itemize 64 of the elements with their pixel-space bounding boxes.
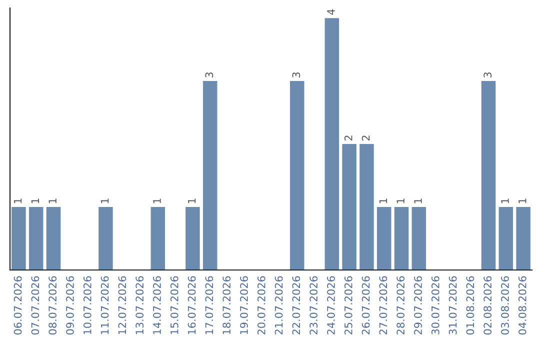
data-label: 3 xyxy=(205,72,214,78)
x-tick-label: 29.07.2026 xyxy=(414,276,422,334)
x-tick-label: 18.07.2026 xyxy=(222,276,231,334)
bar xyxy=(46,207,61,270)
x-tick-label: 12.07.2026 xyxy=(118,276,126,334)
x-tick-label: 11.07.2026 xyxy=(100,276,109,334)
x-tick-label: 31.07.2026 xyxy=(448,276,457,334)
data-label: 4 xyxy=(327,9,335,15)
x-tick-label: 21.07.2026 xyxy=(274,276,283,334)
bar xyxy=(186,207,200,270)
data-label: 1 xyxy=(31,198,39,204)
x-tick-label: 14.07.2026 xyxy=(153,276,161,334)
x-tick-label: 22.07.2026 xyxy=(292,276,300,334)
x-tick-label: 24.07.2026 xyxy=(327,276,335,334)
x-tick-label: 27.07.2026 xyxy=(379,276,388,334)
bar xyxy=(98,207,113,270)
x-tick-label: 06.07.2026 xyxy=(14,276,22,335)
bar xyxy=(498,207,514,270)
bar xyxy=(516,207,530,270)
x-tick-label: 17.07.2026 xyxy=(205,276,214,334)
x-tick-label: 10.07.2026 xyxy=(83,276,92,334)
x-tick-label: 25.07.2026 xyxy=(344,276,352,334)
x-tick-label: 20.07.2026 xyxy=(257,276,266,334)
bar xyxy=(290,81,304,270)
data-label: 1 xyxy=(501,198,509,204)
x-tick-label: 01.08.2026 xyxy=(466,276,474,335)
bar xyxy=(342,144,356,270)
x-tick-label: 02.08.2026 xyxy=(484,276,492,335)
data-label: 1 xyxy=(396,198,404,204)
x-tick-label: 04.08.2026 xyxy=(518,276,526,335)
x-tick-label: 03.08.2026 xyxy=(501,276,509,335)
x-tick-label: 19.07.2026 xyxy=(240,276,248,334)
data-label: 1 xyxy=(518,198,526,204)
bar xyxy=(481,81,496,270)
bar xyxy=(412,207,426,270)
x-tick-label: 15.07.2026 xyxy=(170,276,178,334)
data-label: 3 xyxy=(292,72,300,78)
x-tick-label: 28.07.2026 xyxy=(396,276,405,334)
data-label: 2 xyxy=(344,136,352,140)
data-label: 1 xyxy=(153,198,161,204)
data-label: 1 xyxy=(414,198,422,204)
x-tick-label: 30.07.2026 xyxy=(431,276,440,334)
bar xyxy=(324,18,340,270)
x-tick-label: 16.07.2026 xyxy=(188,276,196,334)
bar xyxy=(150,207,166,270)
data-label: 3 xyxy=(484,72,492,78)
x-tick-label: 26.07.2026 xyxy=(362,276,370,334)
bar xyxy=(12,207,26,270)
data-label: 1 xyxy=(188,198,196,204)
x-tick-label: 07.07.2026 xyxy=(31,276,40,335)
data-label: 1 xyxy=(48,198,56,204)
bar xyxy=(376,207,392,270)
x-tick-label: 08.07.2026 xyxy=(48,276,57,335)
bar xyxy=(28,207,44,270)
data-label: 1 xyxy=(14,198,22,204)
bar xyxy=(394,207,409,270)
data-label: 2 xyxy=(362,136,370,140)
x-tick-label: 23.07.2026 xyxy=(310,276,318,334)
x-tick-label: 13.07.2026 xyxy=(136,276,144,334)
data-label: 1 xyxy=(379,198,387,204)
data-label: 1 xyxy=(100,198,109,204)
bar xyxy=(360,144,374,270)
bar xyxy=(202,81,218,270)
x-tick-label: 09.07.2026 xyxy=(66,276,74,335)
